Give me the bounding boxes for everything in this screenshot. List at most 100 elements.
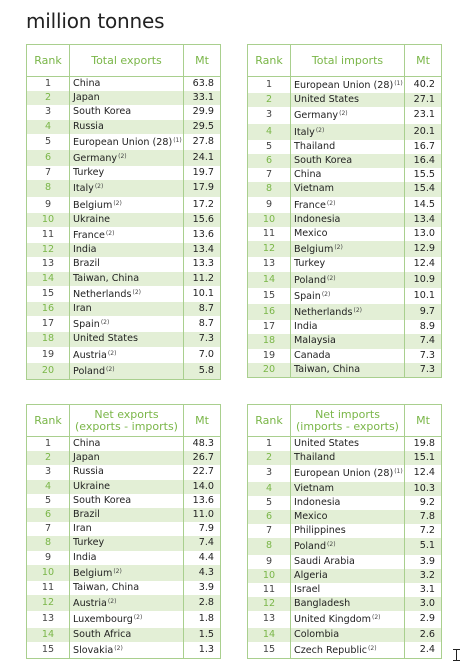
net-imports-header: Net imports (imports - exports) <box>290 404 405 437</box>
country-cell: India <box>69 550 184 565</box>
country-cell: Iran <box>69 302 184 317</box>
value-cell: 8.7 <box>183 316 221 333</box>
table-row: 3 European Union (28)(1) 12.4 <box>247 465 442 482</box>
country-cell: Austria(2) <box>69 346 184 363</box>
table-row: 8 Italy(2) 17.9 <box>26 180 221 197</box>
table-row: 8 Turkey 7.4 <box>26 536 221 551</box>
footnote-marker: (2) <box>105 230 115 238</box>
table-row: 14 South Africa 1.5 <box>26 627 221 642</box>
mt-header: Mt <box>404 404 442 437</box>
table-row: 15 Slovakia(2) 1.3 <box>26 641 221 660</box>
rank-cell: 11 <box>247 583 291 598</box>
table-row: 15 Netherlands(2) 10.1 <box>26 285 221 303</box>
country-name: European Union (28) <box>73 136 173 148</box>
table-row: 11 Mexico 13.0 <box>247 227 442 242</box>
rank-cell: 5 <box>247 139 291 155</box>
rank-cell: 9 <box>247 554 291 569</box>
total-exports-header: Total exports <box>69 44 184 77</box>
country-name: Colombia <box>294 628 340 640</box>
country-name: Saudi Arabia <box>294 555 355 567</box>
rank-cell: 5 <box>26 133 70 151</box>
rank-cell: 7 <box>247 524 291 539</box>
rank-cell: 8 <box>26 180 70 197</box>
country-cell: Indonesia <box>290 212 405 228</box>
country-name: South Africa <box>73 628 132 640</box>
table-row: 19 Canada 7.3 <box>247 348 442 363</box>
rank-cell: 4 <box>26 119 70 134</box>
table-row: 18 Malaysia 7.4 <box>247 334 442 349</box>
country-cell: Ukraine <box>69 212 184 228</box>
table-row: 12 Bangladesh 3.0 <box>247 597 442 612</box>
rank-cell: 3 <box>26 465 70 480</box>
country-cell: Belgium(2) <box>290 241 405 258</box>
country-name: Taiwan, China <box>73 272 140 284</box>
value-cell: 1.3 <box>183 641 221 660</box>
country-name: Italy <box>73 183 94 195</box>
table-row: 20 Poland(2) 5.8 <box>26 362 221 381</box>
country-cell: Algeria <box>290 568 405 584</box>
value-cell: 40.2 <box>404 76 442 94</box>
rank-cell: 5 <box>26 493 70 509</box>
value-cell: 16.4 <box>404 154 442 169</box>
country-name: Indonesia <box>294 496 341 508</box>
value-cell: 5.1 <box>404 538 442 555</box>
footnote-marker: (2) <box>106 365 115 373</box>
table-row: 16 Netherlands(2) 9.7 <box>247 304 442 321</box>
country-cell: European Union (28)(1) <box>69 133 184 151</box>
country-name: China <box>73 438 101 449</box>
rank-cell: 1 <box>247 76 291 94</box>
table-row: 11 Israel 3.1 <box>247 583 442 598</box>
country-cell: Slovakia(2) <box>69 641 184 660</box>
value-cell: 15.6 <box>183 212 221 228</box>
country-cell: Colombia <box>290 627 405 642</box>
total-exports-table: Rank Total exports Mt 1 China 63.8 2 Japan 33… <box>26 44 221 381</box>
footnote-marker: (1) <box>173 136 182 144</box>
country-name: Mexico <box>294 511 328 523</box>
country-cell: Czech Republic(2) <box>290 641 405 660</box>
country-cell: Germany(2) <box>290 107 405 124</box>
country-cell: Israel <box>290 583 405 598</box>
table-row: 1 European Union (28)(1) 40.2 <box>247 76 442 94</box>
value-cell: 20.1 <box>404 123 442 140</box>
country-cell: Taiwan, China <box>69 581 184 596</box>
table-row: 5 South Korea 13.6 <box>26 493 221 509</box>
value-cell: 15.4 <box>404 182 442 197</box>
rank-cell: 12 <box>26 243 70 258</box>
value-cell: 19.8 <box>404 436 442 452</box>
country-name: Russia <box>73 466 104 478</box>
value-cell: 63.8 <box>183 76 221 92</box>
country-cell: United States <box>69 332 184 347</box>
country-name: United States <box>73 333 138 345</box>
footnote-marker: (2) <box>118 153 127 161</box>
rank-cell: 11 <box>26 227 70 244</box>
table-row: 7 Turkey 19.7 <box>26 166 221 181</box>
rank-header: Rank <box>26 404 70 437</box>
country-name: United Kingdom <box>294 614 372 626</box>
table-row: 9 France(2) 14.5 <box>247 196 442 213</box>
table-row: 12 Austria(2) 2.8 <box>26 595 221 612</box>
country-name: Ukraine <box>73 480 111 492</box>
country-name: Mexico <box>294 228 328 240</box>
country-cell: Italy(2) <box>69 180 184 197</box>
table-row: 4 Vietnam 10.3 <box>247 481 442 496</box>
rank-cell: 19 <box>247 348 291 363</box>
country-name: Taiwan, China <box>73 582 140 594</box>
value-cell: 15.5 <box>404 168 442 183</box>
rank-cell: 2 <box>26 451 70 466</box>
footnote-marker: (2) <box>132 288 141 296</box>
country-name: Belgium <box>73 199 113 211</box>
country-cell: Spain(2) <box>290 287 405 305</box>
rank-cell: 16 <box>247 304 291 321</box>
table-row: 2 Japan 26.7 <box>26 451 221 466</box>
rank-cell: 14 <box>247 271 291 288</box>
table-row: 9 Saudi Arabia 3.9 <box>247 554 442 569</box>
value-cell: 17.9 <box>183 180 221 197</box>
value-cell: 13.6 <box>183 227 221 244</box>
country-name: South Korea <box>73 494 132 506</box>
country-name: Israel <box>294 584 321 596</box>
value-cell: 11.2 <box>183 271 221 286</box>
rank-cell: 1 <box>247 436 291 452</box>
table-row: 7 China 15.5 <box>247 168 442 183</box>
table-row: 13 Turkey 12.4 <box>247 257 442 272</box>
footnote-marker: (2) <box>339 110 348 118</box>
